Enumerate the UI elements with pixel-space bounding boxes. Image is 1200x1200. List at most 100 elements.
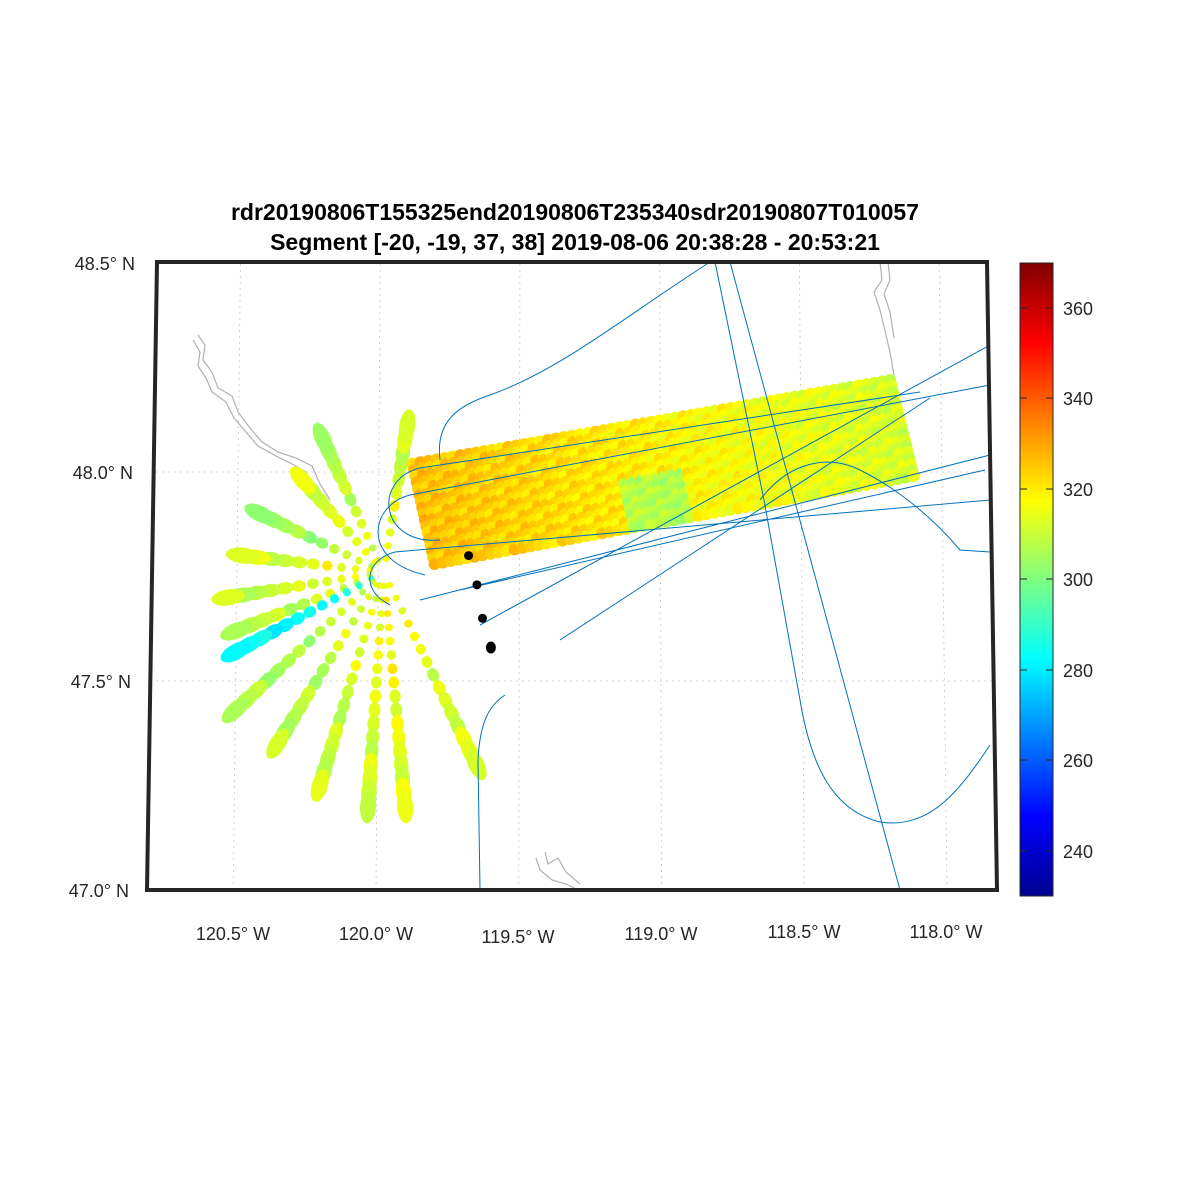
flight-track-south [477, 694, 506, 890]
longitude-labels: 120.5° W 120.0° W 119.5° W 119.0° W 118.… [196, 922, 983, 947]
spoke-0-sample [398, 409, 416, 443]
spoke-12-sample [388, 676, 400, 689]
spoke-12-sample [386, 650, 397, 660]
spoke-12-sample [391, 714, 404, 733]
spoke-13-sample [427, 668, 440, 682]
spoke-1-sample [368, 544, 377, 552]
colorbar-label-320: 320 [1063, 480, 1093, 500]
spoke-12-sample [385, 636, 395, 646]
spoke-8-sample [314, 626, 326, 637]
spoke-3-sample [342, 550, 351, 560]
spoke-11-sample [369, 689, 382, 704]
spoke-13-sample [409, 631, 420, 641]
spoke-12-sample [396, 789, 414, 824]
spoke-7-sample [355, 581, 363, 590]
latitude-labels: 48.5° N 48.0° N 47.5° N 47.0° N [69, 254, 135, 901]
colorbar-label-280: 280 [1063, 661, 1093, 681]
spoke-9-sample [316, 663, 330, 678]
flight-track-vertical-1 [714, 262, 991, 824]
aircraft-position-marker [464, 551, 474, 561]
radial-scan-spokes [211, 409, 487, 824]
colorbar-label-360: 360 [1063, 299, 1093, 319]
meridian-line [938, 262, 948, 890]
spoke-4-sample [291, 556, 308, 569]
spoke-13-sample [404, 619, 413, 628]
flight-track-vertical-2 [729, 262, 901, 890]
spoke-5-sample [211, 589, 245, 606]
spoke-6-sample [296, 598, 311, 611]
spoke-3-sample [355, 556, 363, 565]
spoke-10-sample [346, 672, 358, 686]
spoke-12-sample [381, 583, 389, 590]
spoke-11-sample [367, 714, 380, 733]
spoke-8-sample [292, 644, 306, 658]
spoke-8-sample [221, 697, 249, 724]
spoke-9-sample [266, 728, 289, 759]
flight-track-north-arc [438, 262, 711, 461]
lon-label-118.0: 118.0° W [910, 922, 983, 942]
spoke-8-sample [325, 616, 336, 627]
spoke-1-sample [312, 422, 333, 455]
spoke-11-sample [368, 702, 381, 718]
spoke-5-sample [307, 578, 319, 590]
spoke-9-sample [349, 617, 358, 626]
aircraft-markers [464, 551, 496, 654]
lat-label-48.0: 48.0° N [73, 463, 133, 483]
flight-tracks [369, 262, 991, 890]
meridian-line [375, 262, 381, 890]
lon-label-120.0: 120.0° W [339, 924, 413, 944]
swath-scan [406, 374, 920, 570]
spoke-1-sample [362, 531, 372, 540]
spoke-10-sample [350, 659, 362, 672]
spoke-13-sample [466, 748, 487, 781]
spoke-4-sample [306, 558, 320, 570]
spoke-11-sample [374, 636, 384, 646]
spoke-7-sample [342, 588, 351, 597]
spoke-4-sample [337, 562, 346, 572]
lon-label-119.5: 119.5° W [482, 927, 555, 947]
spoke-2-sample [361, 548, 370, 556]
chart-title-line1: rdr20190806T155325end20190806T235340sdr2… [231, 199, 919, 225]
lake-roosevelt [873, 262, 895, 376]
map-frame [144, 260, 1000, 892]
spoke-2-sample [352, 537, 362, 547]
colorbar-label-260: 260 [1063, 751, 1093, 771]
spoke-4-sample [225, 547, 260, 564]
spoke-7-sample [303, 606, 317, 618]
spoke-12-sample [383, 610, 392, 618]
flight-track-diagonal-1 [479, 344, 991, 626]
spoke-9-sample [364, 593, 373, 601]
spoke-13-sample [386, 582, 394, 589]
swath-sample [907, 470, 920, 483]
graticule [150, 262, 995, 890]
river-south [535, 851, 581, 890]
colorbar-ticks [1020, 307, 1053, 852]
spoke-10-sample [341, 684, 354, 700]
spoke-0-sample [385, 528, 395, 537]
flight-track-east-curve [759, 461, 991, 553]
spoke-10-sample [363, 621, 373, 630]
map-panel [144, 260, 1000, 892]
spoke-11-sample [375, 623, 385, 632]
lon-label-119.0: 119.0° W [625, 924, 698, 944]
colorbar-label-240: 240 [1063, 842, 1093, 862]
spoke-7-sample [220, 641, 252, 663]
colorbar-label-300: 300 [1063, 570, 1093, 590]
spoke-10-sample [310, 769, 329, 802]
spoke-1-sample [356, 518, 367, 529]
spoke-3-sample [244, 503, 276, 525]
spoke-7-sample [316, 600, 328, 611]
spoke-5-sample [291, 580, 307, 592]
spoke-13-sample [421, 656, 433, 668]
spoke-12-sample [390, 702, 403, 718]
spoke-1-sample [344, 492, 357, 507]
spoke-3-sample [315, 537, 329, 549]
spoke-8-sample [348, 597, 356, 606]
spoke-9-sample [357, 605, 365, 613]
lat-label-47.0: 47.0° N [69, 881, 129, 901]
spoke-5-sample [351, 572, 359, 581]
lat-label-48.5: 48.5° N [75, 254, 135, 274]
spoke-3-sample [329, 543, 340, 554]
spoke-11-sample [373, 650, 383, 660]
